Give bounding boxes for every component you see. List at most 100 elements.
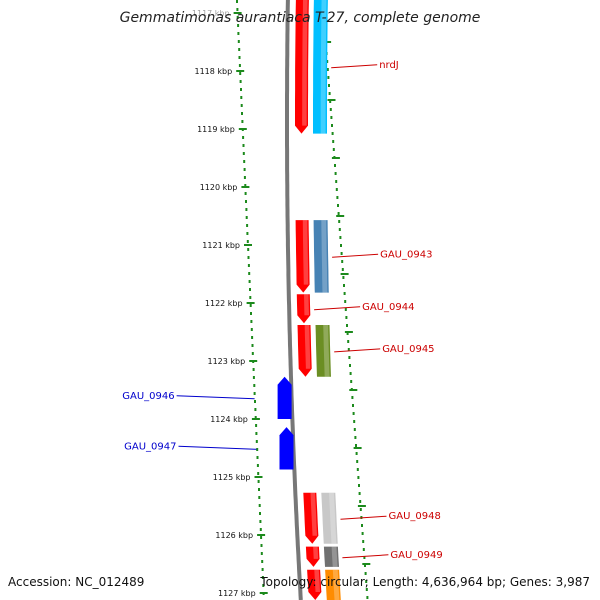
minor-tick [243, 160, 246, 163]
gene-arrow [296, 294, 311, 324]
minor-tick [356, 460, 359, 463]
minor-tick [242, 136, 245, 139]
minor-tick [260, 536, 263, 539]
minor-tick [247, 264, 250, 267]
minor-tick [340, 252, 343, 255]
major-tick [344, 331, 353, 333]
minor-tick [343, 284, 345, 287]
minor-tick [335, 180, 338, 183]
gene-arrow [279, 427, 294, 470]
minor-tick [255, 440, 258, 443]
minor-tick [237, 32, 240, 35]
cds-band [313, 0, 328, 134]
minor-tick [249, 304, 252, 307]
major-tick [254, 476, 263, 478]
minor-tick [338, 228, 341, 231]
minor-tick [353, 420, 356, 423]
minor-tick [334, 164, 336, 167]
minor-tick [250, 312, 252, 315]
minor-tick [253, 392, 256, 395]
minor-tick [236, 16, 239, 19]
minor-tick [335, 188, 338, 191]
feature-shading [320, 0, 327, 134]
major-tick [251, 418, 260, 420]
feature-shading [314, 569, 321, 592]
minor-tick [239, 72, 242, 75]
gene-arrow [307, 569, 322, 600]
minor-tick [254, 400, 256, 403]
gene-label[interactable]: GAU_0943 [380, 249, 432, 260]
minor-tick [347, 340, 350, 343]
major-tick [327, 99, 336, 101]
major-tick [357, 505, 366, 507]
minor-tick [240, 104, 243, 107]
kbp-label: 1123 kbp [207, 357, 245, 366]
kbp-label: 1122 kbp [205, 299, 243, 308]
kbp-label: 1121 kbp [202, 241, 240, 250]
minor-tick [331, 124, 333, 127]
minor-tick [329, 100, 332, 103]
label-leader-line [178, 445, 257, 450]
minor-tick [250, 320, 253, 323]
minor-tick [252, 376, 255, 379]
minor-tick [338, 220, 341, 223]
minor-tick [262, 584, 265, 587]
minor-tick [348, 356, 351, 359]
minor-tick [363, 556, 366, 559]
gene-arrow [277, 376, 292, 419]
minor-tick [241, 120, 244, 123]
minor-tick [254, 408, 257, 411]
minor-tick [336, 196, 339, 199]
minor-tick [237, 24, 240, 27]
kbp-label: 1126 kbp [215, 531, 253, 540]
minor-tick [237, 40, 240, 43]
major-tick [249, 360, 258, 362]
minor-tick [260, 552, 263, 555]
minor-tick [249, 296, 252, 299]
gene-label[interactable]: nrdJ [379, 60, 399, 71]
minor-tick [361, 524, 363, 527]
gene-label[interactable]: GAU_0949 [390, 550, 442, 561]
minor-tick [248, 280, 251, 283]
kbp-label: 1127 kbp [218, 589, 256, 598]
minor-tick [364, 572, 367, 575]
minor-tick [258, 488, 260, 491]
gene-label[interactable]: GAU_0945 [382, 344, 434, 355]
major-tick [238, 128, 247, 130]
minor-tick [249, 288, 251, 291]
gene-label[interactable]: GAU_0946 [122, 391, 174, 402]
gene-label[interactable]: GAU_0944 [362, 302, 414, 313]
minor-tick [344, 308, 347, 311]
minor-tick [347, 348, 350, 351]
major-tick [331, 157, 340, 159]
major-tick [349, 389, 358, 391]
minor-tick [355, 444, 357, 447]
minor-tick [356, 468, 359, 471]
gene-label[interactable]: GAU_0947 [124, 441, 176, 452]
major-tick [353, 447, 362, 449]
gene-arrow [295, 0, 309, 134]
minor-tick [365, 588, 368, 591]
minor-tick [261, 560, 264, 563]
label-leader-line [342, 554, 389, 559]
minor-tick [238, 56, 241, 59]
gene-arrow [295, 220, 310, 293]
major-tick [362, 563, 371, 565]
minor-tick [246, 240, 249, 243]
minor-tick [238, 64, 241, 67]
minor-tick [364, 564, 366, 567]
minor-tick [246, 232, 249, 235]
gene-label[interactable]: GAU_0948 [389, 511, 441, 522]
cds-band [325, 569, 341, 600]
minor-tick [345, 316, 348, 319]
label-leader-line [334, 348, 381, 353]
minor-tick [245, 208, 248, 211]
minor-tick [353, 428, 356, 431]
minor-tick [259, 528, 262, 531]
major-tick [336, 215, 345, 217]
minor-tick [359, 508, 362, 511]
minor-tick [253, 384, 256, 387]
gene-labels: nrdJ GAU_0943 GAU_0944 GAU_0945 GAU_0946 GAU_… [122, 60, 443, 561]
minor-tick [246, 224, 249, 227]
major-tick [257, 534, 266, 536]
